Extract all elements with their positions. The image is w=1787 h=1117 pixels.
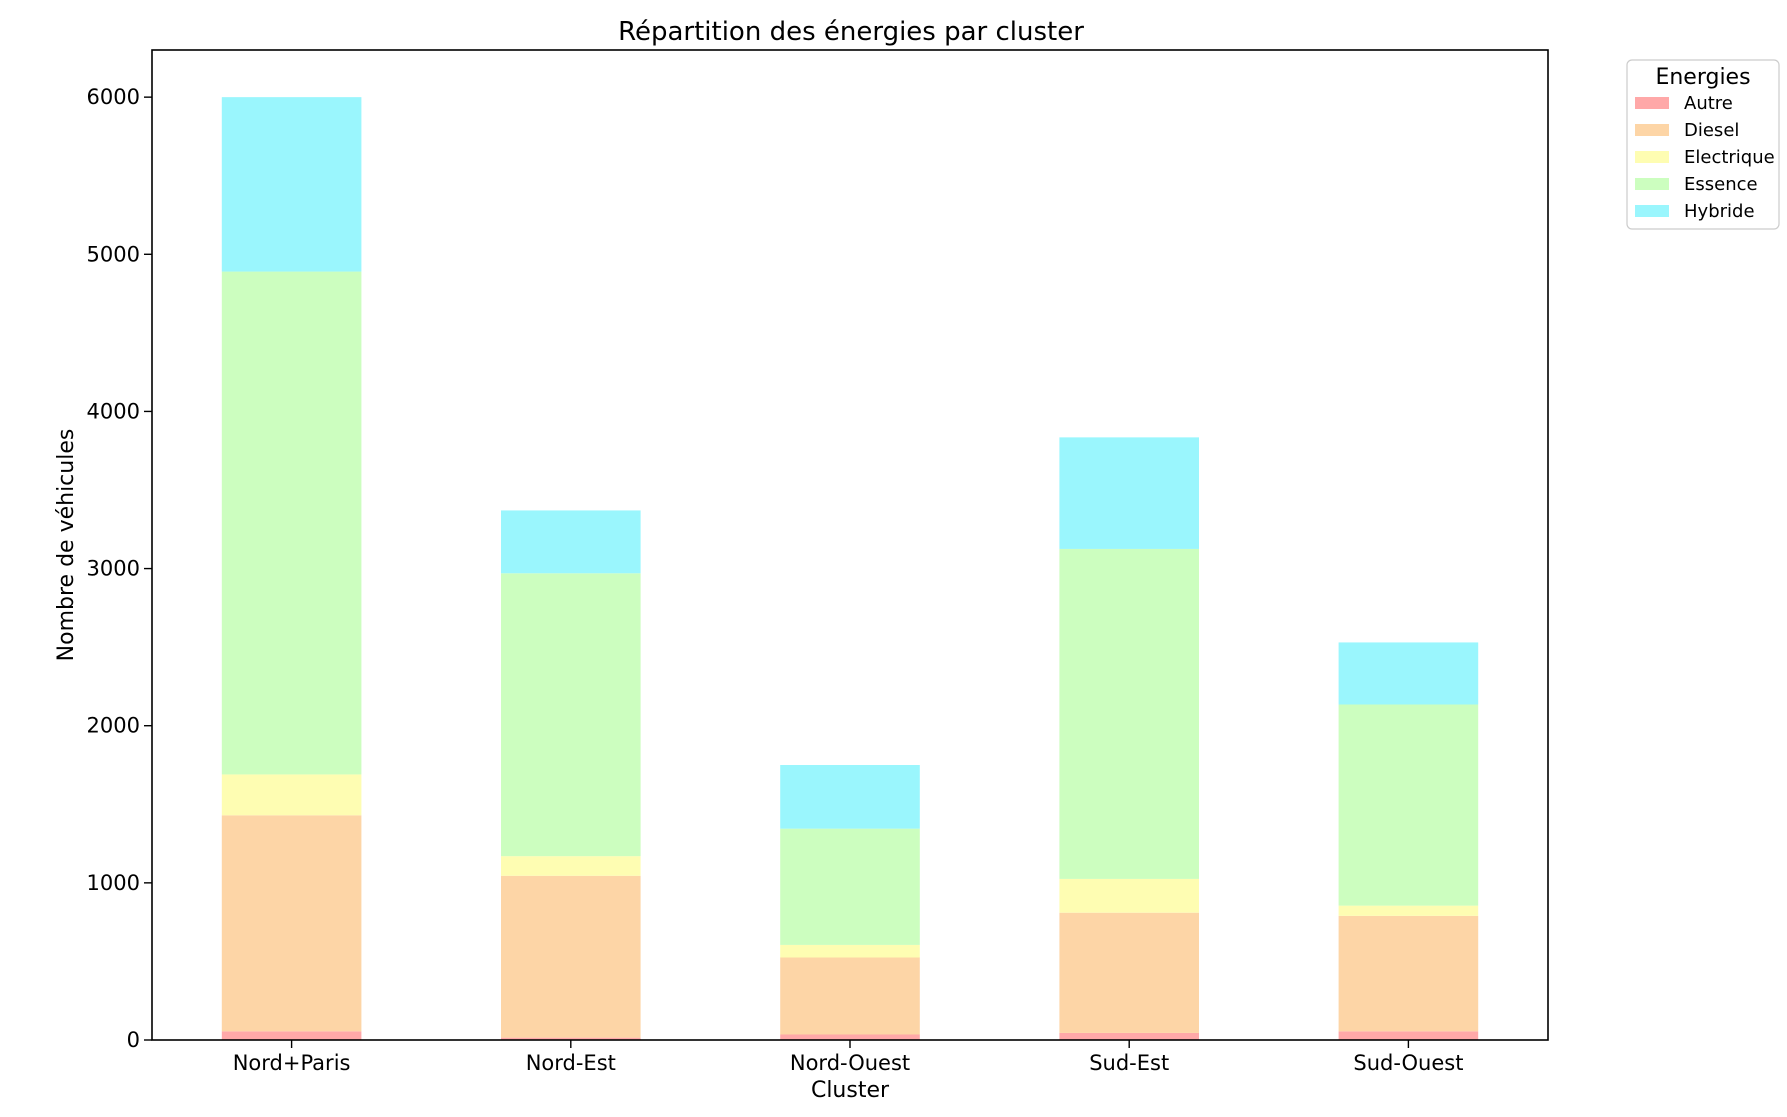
bar-segment-electrique-nord-est xyxy=(501,856,641,876)
x-axis: Nord+Paris Nord-Est Nord-Ouest Sud-Est Sud-O… xyxy=(233,1040,1463,1075)
x-tick-label: Sud-Est xyxy=(1089,1051,1169,1075)
legend-label-autre: Autre xyxy=(1684,93,1733,114)
bar-segment-hybride-sud-ouest xyxy=(1338,642,1479,705)
legend-label-hybride: Hybride xyxy=(1684,201,1755,222)
bar-segment-essence-sud-est xyxy=(1059,548,1199,879)
legend-items: Autre Diesel Electrique Essence Hybride xyxy=(1635,93,1775,222)
legend-swatch-diesel xyxy=(1635,124,1669,136)
legend: Energies Autre Diesel Electrique Essence Hyb… xyxy=(1626,59,1780,230)
legend-swatch-autre xyxy=(1635,97,1669,109)
y-axis-label: Nombre de véhicules xyxy=(54,429,79,662)
x-tick-label: Nord+Paris xyxy=(233,1051,351,1075)
bar-segment-electrique-nord-paris xyxy=(221,774,362,816)
y-tick-label: 3000 xyxy=(87,557,140,581)
bar-segment-diesel-sud-ouest xyxy=(1338,915,1479,1032)
bar-segment-essence-nord-est xyxy=(501,573,641,857)
bar-segment-autre-nord-ouest xyxy=(780,1034,920,1040)
legend-label-diesel: Diesel xyxy=(1684,120,1739,141)
legend-swatch-hybride xyxy=(1635,205,1669,217)
y-tick-label: 2000 xyxy=(87,714,140,738)
bar-segment-essence-sud-ouest xyxy=(1338,704,1479,906)
y-tick-label: 4000 xyxy=(87,399,140,423)
bar-segment-autre-sud-est xyxy=(1059,1032,1199,1040)
chart-title: Répartition des énergies par cluster xyxy=(618,17,1084,47)
y-tick-label: 6000 xyxy=(87,85,140,109)
x-tick-label: Nord-Ouest xyxy=(790,1051,910,1075)
y-tick-label: 1000 xyxy=(87,871,140,895)
x-tick-label: Nord-Est xyxy=(526,1051,616,1075)
bar-segment-autre-sud-ouest xyxy=(1338,1031,1479,1040)
legend-label-essence: Essence xyxy=(1684,174,1758,195)
bar-segment-electrique-nord-ouest xyxy=(780,944,920,958)
bars-group xyxy=(221,97,1479,1040)
bar-segment-diesel-sud-est xyxy=(1059,912,1199,1033)
bar-segment-electrique-sud-ouest xyxy=(1338,905,1479,916)
legend-title: Energies xyxy=(1655,65,1750,90)
bar-segment-hybride-nord-ouest xyxy=(780,765,920,829)
bar-segment-diesel-nord-ouest xyxy=(780,957,920,1035)
bar-segment-diesel-nord-est xyxy=(501,875,641,1038)
bar-segment-autre-nord-est xyxy=(501,1037,641,1040)
y-axis: 0 1000 2000 3000 4000 5000 6000 xyxy=(87,85,152,1052)
x-axis-label: Cluster xyxy=(811,1078,890,1103)
legend-swatch-essence xyxy=(1635,178,1669,190)
bar-segment-hybride-sud-est xyxy=(1059,437,1199,549)
bar-segment-autre-nord-paris xyxy=(221,1031,362,1040)
bar-segment-electrique-sud-est xyxy=(1059,878,1199,913)
bar-segment-hybride-nord-paris xyxy=(221,97,362,272)
bar-segment-diesel-nord-paris xyxy=(221,815,362,1032)
bar-segment-essence-nord-ouest xyxy=(780,828,920,945)
bar-segment-essence-nord-paris xyxy=(221,271,362,775)
x-tick-label: Sud-Ouest xyxy=(1353,1051,1463,1075)
y-tick-label: 5000 xyxy=(87,242,140,266)
legend-swatch-electrique xyxy=(1635,151,1669,163)
bar-segment-hybride-nord-est xyxy=(501,510,641,574)
legend-label-electrique: Electrique xyxy=(1684,147,1775,168)
y-tick-label: 0 xyxy=(127,1028,140,1052)
